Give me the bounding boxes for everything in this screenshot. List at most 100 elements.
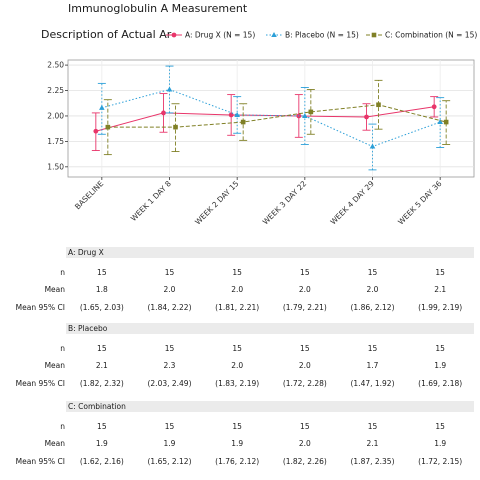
series-line bbox=[107, 104, 447, 128]
table-cell: 15 bbox=[435, 422, 445, 431]
table-cell: 15 bbox=[164, 344, 175, 353]
data-point bbox=[431, 104, 437, 110]
data-point bbox=[443, 119, 449, 125]
table-cell: 15 bbox=[300, 422, 310, 431]
chart-title: Immunoglobulin A Measurement bbox=[68, 2, 248, 15]
table-cell: 15 bbox=[164, 268, 175, 277]
table-cell: (1.79, 2.21) bbox=[282, 303, 327, 312]
table-cell: (1.81, 2.21) bbox=[215, 303, 260, 312]
table-cell: (1.65, 2.03) bbox=[79, 303, 124, 312]
table-cell: 1.9 bbox=[231, 439, 244, 448]
table-cell: 2.0 bbox=[231, 285, 244, 294]
table-cell: 2.3 bbox=[163, 361, 176, 370]
table-cell: 15 bbox=[97, 344, 107, 353]
data-point bbox=[240, 119, 246, 125]
legend-label: C: Combination (N = 15) bbox=[385, 31, 477, 40]
x-tick-label: WEEK 5 DAY 36 bbox=[396, 179, 444, 227]
data-point bbox=[437, 119, 443, 125]
y-tick-label: 2.50 bbox=[47, 61, 64, 70]
table-section-header: B: Placebo bbox=[66, 323, 474, 334]
legend-marker bbox=[271, 32, 277, 37]
table-cell: (1.76, 2.12) bbox=[215, 457, 260, 466]
n-row-label: n bbox=[60, 268, 65, 277]
table-cell: 2.0 bbox=[163, 285, 176, 294]
series-line bbox=[101, 88, 441, 148]
data-point bbox=[161, 110, 166, 116]
y-tick-label: 1.75 bbox=[47, 137, 64, 146]
table-cell: 1.9 bbox=[163, 439, 176, 448]
data-point bbox=[308, 109, 314, 115]
table-cell: 15 bbox=[435, 268, 445, 277]
table-cell: 15 bbox=[232, 268, 242, 277]
n-row-label: n bbox=[60, 344, 65, 353]
data-point bbox=[105, 124, 111, 130]
table-cell: 2.0 bbox=[298, 439, 311, 448]
table-cell: 1.9 bbox=[95, 439, 108, 448]
table-cell: 2.0 bbox=[366, 285, 379, 294]
y-tick-label: 2.00 bbox=[47, 111, 64, 120]
plot-frame bbox=[67, 59, 475, 178]
table-cell: 15 bbox=[367, 268, 378, 277]
x-tick-label: WEEK 4 DAY 29 bbox=[328, 179, 376, 227]
table-cell: (1.82, 2.26) bbox=[282, 457, 327, 466]
x-tick-label: WEEK 2 DAY 15 bbox=[193, 179, 241, 227]
data-point bbox=[302, 112, 308, 118]
mean-row-label: Mean bbox=[44, 439, 65, 448]
data-point bbox=[228, 112, 234, 118]
mean-row-label: Mean bbox=[44, 361, 65, 370]
table-cell: 1.9 bbox=[434, 361, 447, 370]
table-cell: 15 bbox=[367, 344, 378, 353]
table-cell: (1.83, 2.19) bbox=[215, 379, 260, 388]
table-cell: (1.99, 2.19) bbox=[418, 303, 463, 312]
data-point bbox=[93, 128, 99, 134]
table-cell: 1.9 bbox=[434, 439, 447, 448]
mean-row-label: Mean bbox=[44, 285, 65, 294]
table-cell: 2.0 bbox=[231, 361, 244, 370]
table-cell: 2.1 bbox=[366, 439, 379, 448]
table-cell: (1.84, 2.22) bbox=[147, 303, 192, 312]
legend-label: B: Placebo (N = 15) bbox=[285, 31, 359, 40]
table-cell: (1.69, 2.18) bbox=[418, 379, 463, 388]
mean-ci-row-label: Mean 95% CI bbox=[15, 303, 65, 312]
table-cell: 15 bbox=[232, 422, 242, 431]
table-cell: 15 bbox=[97, 268, 107, 277]
table-cell: 2.1 bbox=[434, 285, 447, 294]
table-cell: 2.1 bbox=[95, 361, 108, 370]
table-cell: 15 bbox=[232, 344, 242, 353]
data-point bbox=[364, 114, 369, 120]
table-cell: 15 bbox=[300, 344, 310, 353]
y-tick-label: 1.50 bbox=[47, 162, 64, 171]
table-cell: (1.62, 2.16) bbox=[79, 457, 124, 466]
n-row-label: n bbox=[60, 422, 65, 431]
table-cell: (1.82, 2.32) bbox=[79, 379, 124, 388]
legend-label: A: Drug X (N = 15) bbox=[185, 31, 255, 40]
table-section-header: C: Combination bbox=[66, 401, 474, 412]
table-cell: 15 bbox=[435, 344, 445, 353]
data-point bbox=[166, 86, 173, 92]
x-tick-label: WEEK 3 DAY 22 bbox=[261, 179, 309, 227]
table-section-header: A: Drug X bbox=[66, 247, 474, 258]
data-point bbox=[369, 143, 376, 149]
series-line bbox=[95, 106, 435, 132]
table-cell: 2.0 bbox=[298, 361, 311, 370]
table-cell: (2.03, 2.49) bbox=[147, 379, 192, 388]
y-tick-label: 2.25 bbox=[47, 86, 64, 95]
data-point bbox=[234, 111, 240, 117]
legend-marker bbox=[171, 32, 177, 38]
line-chart: 1.50 1.75 2.00 2.25 2.50 BASELINE WEEK 1 DAY 8… bbox=[47, 31, 477, 227]
legend-marker bbox=[371, 32, 377, 38]
table-cell: (1.86, 2.12) bbox=[350, 303, 395, 312]
data-point bbox=[99, 104, 105, 110]
data-point bbox=[376, 102, 381, 108]
table-cell: 1.7 bbox=[366, 361, 379, 370]
table-cell: (1.65, 2.12) bbox=[147, 457, 192, 466]
mean-ci-row-label: Mean 95% CI bbox=[15, 457, 65, 466]
table-cell: (1.72, 2.15) bbox=[418, 457, 463, 466]
x-tick-label: BASELINE bbox=[73, 179, 105, 211]
table-cell: 15 bbox=[300, 268, 310, 277]
mean-ci-row-label: Mean 95% CI bbox=[15, 379, 65, 388]
table-cell: (1.87, 2.35) bbox=[350, 457, 395, 466]
data-point bbox=[173, 124, 178, 130]
table-cell: 15 bbox=[164, 422, 175, 431]
table-cell: (1.47, 1.92) bbox=[350, 379, 395, 388]
